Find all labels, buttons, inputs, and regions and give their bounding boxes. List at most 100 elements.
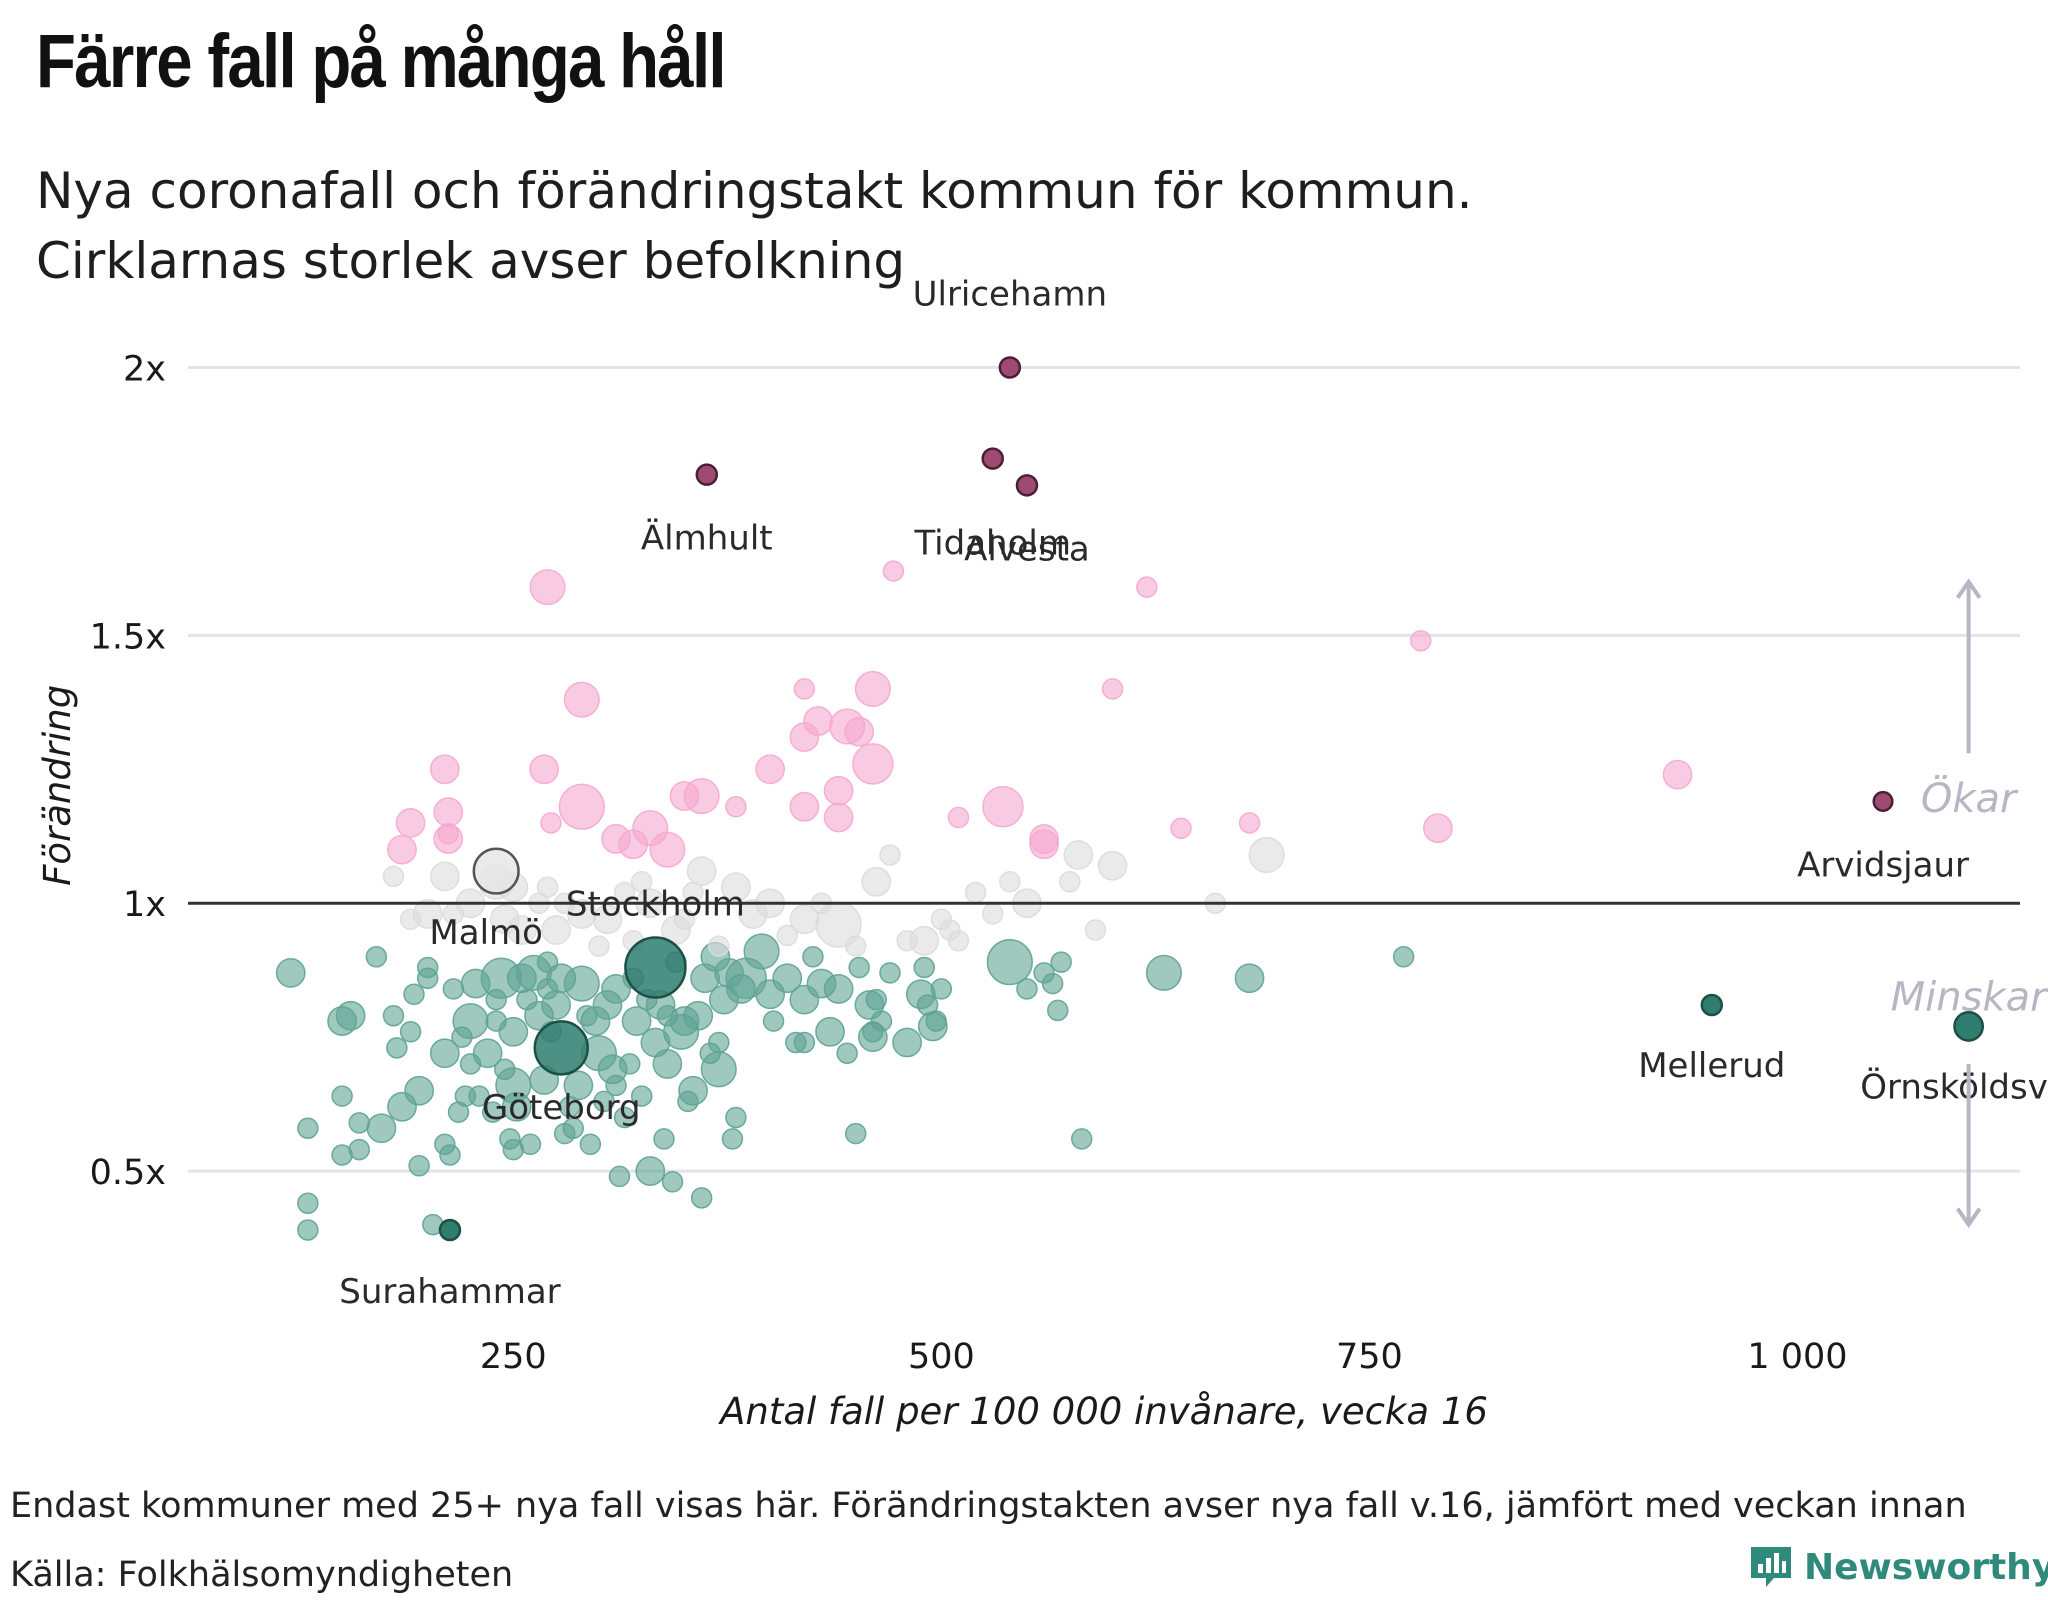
data-point [1016, 978, 1038, 1000]
data-point [387, 834, 417, 865]
source-note: Källa: Folkhälsomyndigheten [10, 1555, 514, 1595]
data-point [649, 831, 686, 868]
data-point [1101, 678, 1124, 700]
data-point [999, 871, 1021, 893]
x-tick-label: 500 [908, 1337, 975, 1377]
point-label: Arvidsjaur [1797, 845, 1969, 885]
point-label: Stockholm [566, 885, 745, 925]
highlight-point [1872, 790, 1894, 812]
data-point [683, 778, 720, 815]
data-point [1029, 829, 1059, 860]
data-point [1050, 951, 1072, 973]
brand-name: Newsworthy [1804, 1546, 2048, 1588]
x-tick-label: 250 [480, 1337, 547, 1377]
data-point [621, 1006, 652, 1036]
highlight-point [624, 936, 687, 999]
data-point [416, 967, 439, 989]
data-point [652, 1049, 683, 1079]
data-point [1041, 972, 1064, 995]
data-point [618, 1053, 641, 1075]
data-point [1422, 813, 1453, 844]
data-point [776, 924, 799, 947]
data-point [823, 775, 854, 806]
subtitle-line-2: Cirklarnas storlek avser befolkning [36, 232, 906, 290]
data-point [848, 956, 870, 979]
data-point [529, 569, 566, 606]
data-point [879, 962, 901, 984]
data-point [382, 1004, 405, 1027]
data-point [472, 1038, 503, 1069]
data-point [844, 935, 867, 957]
data-point [678, 1075, 708, 1106]
data-point [1238, 812, 1261, 834]
footnote: Endast kommuner med 25+ nya fall visas h… [10, 1486, 1967, 1526]
data-point [541, 915, 572, 945]
point-label: Göteborg [482, 1088, 641, 1128]
data-point [592, 904, 623, 935]
data-point [708, 1031, 730, 1054]
data-point [823, 802, 854, 833]
data-point [501, 1091, 532, 1122]
data-point [862, 1021, 884, 1043]
highlight-point [472, 847, 520, 895]
data-point [836, 1042, 858, 1064]
data-point [408, 1154, 430, 1177]
data-point [913, 956, 935, 979]
data-point [793, 1031, 816, 1054]
y-tick-label: 1x [123, 885, 166, 925]
data-point [854, 670, 891, 707]
data-point [683, 1000, 714, 1031]
data-point [803, 706, 833, 736]
data-point [892, 1027, 922, 1058]
data-point [721, 1128, 744, 1150]
data-point [802, 946, 824, 968]
decrease-direction-label: Minskar [1891, 974, 2048, 1020]
data-point [297, 1117, 319, 1139]
data-point [412, 899, 443, 929]
data-point [1047, 999, 1069, 1022]
data-point [789, 791, 820, 822]
data-point [1063, 840, 1094, 870]
data-point [348, 1112, 370, 1134]
point-label: Malmö [429, 913, 543, 953]
data-point [947, 929, 970, 952]
data-point [1145, 954, 1182, 991]
data-point [982, 786, 1024, 828]
brand-logo: Newsworthy [1748, 1544, 2048, 1590]
data-point [630, 1085, 653, 1107]
data-point [852, 743, 894, 785]
data-point [708, 935, 730, 957]
data-point [661, 1171, 684, 1193]
data-point [964, 881, 987, 904]
data-point [452, 1003, 489, 1040]
up-arrow-icon [1955, 578, 1982, 599]
highlight-point [981, 447, 1004, 470]
data-point [442, 978, 465, 1000]
data-point [588, 935, 610, 957]
data-point [861, 866, 892, 897]
data-point [404, 1075, 435, 1106]
data-point [553, 1122, 576, 1145]
increase-direction-label: Ökar [1921, 774, 2019, 822]
data-point [981, 903, 1004, 925]
data-point [613, 1106, 636, 1129]
chart-title: Färre fall på många håll [36, 19, 727, 104]
data-point [605, 1074, 627, 1097]
data-point [386, 1037, 408, 1059]
data-point [563, 1070, 594, 1101]
data-point [433, 797, 464, 828]
highlight-point [438, 1218, 462, 1242]
y-tick-label: 0.5x [90, 1153, 166, 1193]
data-point [366, 1113, 397, 1144]
data-point [433, 824, 464, 854]
data-point [429, 861, 460, 892]
point-label: Tidaholm [913, 524, 1071, 564]
data-point [686, 856, 717, 886]
point-label: Mellerud [1638, 1046, 1785, 1086]
down-arrow-icon [1955, 1207, 1982, 1229]
data-point [331, 1085, 353, 1107]
data-point [930, 978, 953, 1000]
data-point [1136, 576, 1158, 598]
data-point [653, 1128, 675, 1150]
data-point [690, 1187, 713, 1209]
